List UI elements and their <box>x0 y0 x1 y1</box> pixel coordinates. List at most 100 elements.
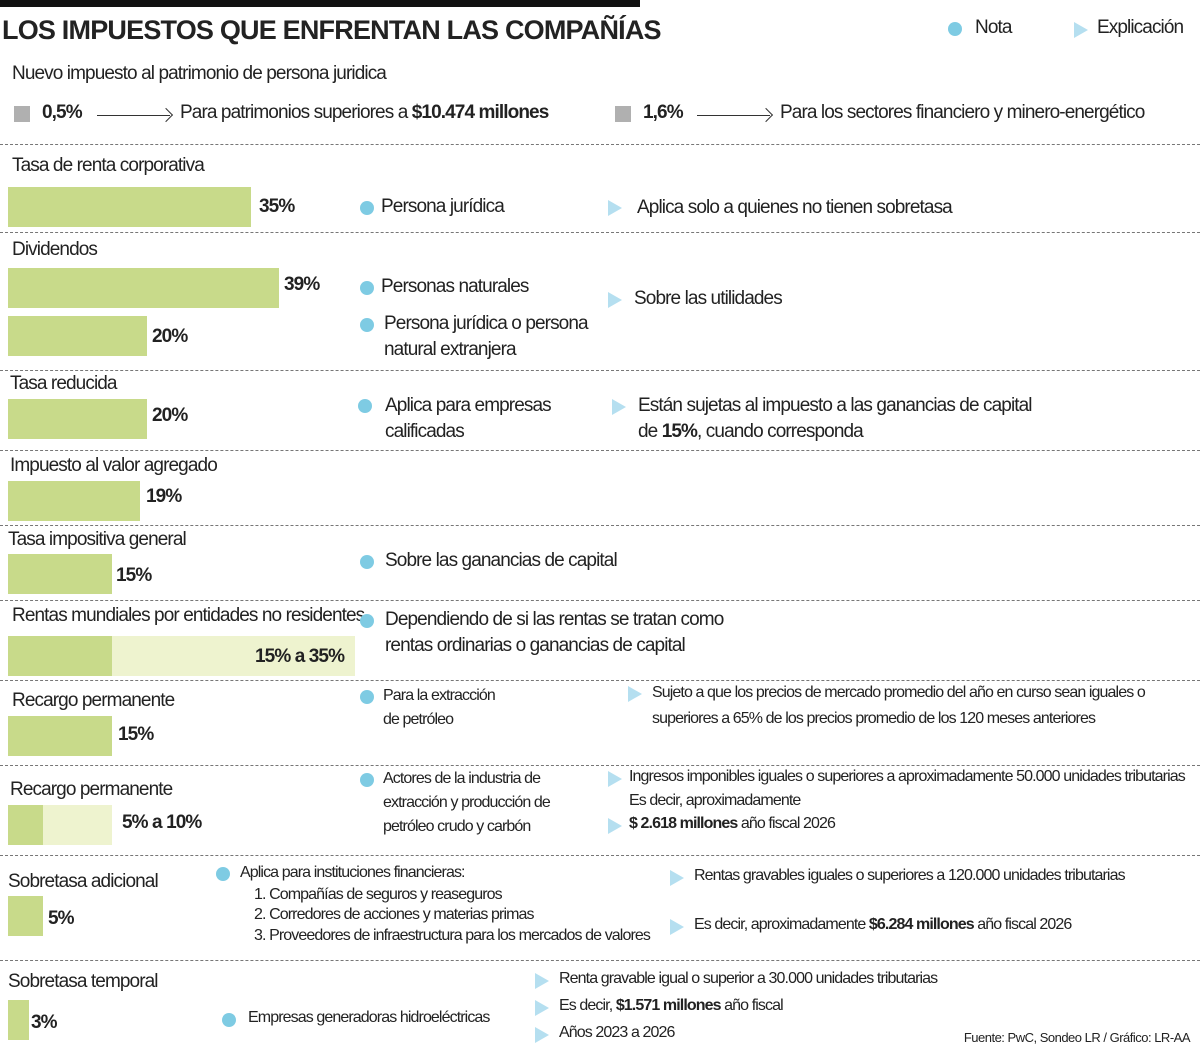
explanation-icon <box>535 1027 549 1043</box>
note: petróleo crudo y carbón <box>383 818 531 835</box>
explanation: Sujeto a que los precios de mercado prom… <box>652 684 1146 701</box>
note: Persona jurídica o persona <box>384 313 589 334</box>
explanation-icon <box>670 919 684 935</box>
row-label: Recargo permanente <box>12 690 175 711</box>
note: rentas ordinarias o ganancias de capital <box>385 635 686 656</box>
square-icon <box>14 106 30 122</box>
note: Sobre las ganancias de capital <box>385 550 618 571</box>
bar-value: 20% <box>152 405 188 426</box>
arrow-icon <box>97 115 170 116</box>
explanation: $ 2.618 millones año fiscal 2026 <box>629 815 836 832</box>
explanation-icon <box>608 292 622 308</box>
note: Aplica para empresas <box>385 395 552 416</box>
bar-value: 19% <box>146 486 182 507</box>
explanation: Es decir, aproximadamente <box>629 792 801 809</box>
note: natural extranjera <box>384 339 517 360</box>
wealth-rate: 0,5% <box>42 102 83 123</box>
row-label: Tasa impositiva general <box>8 529 187 550</box>
explanation-icon <box>628 686 642 702</box>
note: Empresas generadoras hidroeléctricas <box>248 1009 490 1026</box>
note-icon <box>360 773 374 787</box>
title: LOS IMPUESTOS QUE ENFRENTAN LAS COMPAÑÍA… <box>2 15 662 45</box>
explanation: superiores a 65% de los precios promedio… <box>652 710 1096 727</box>
note-legend-icon <box>948 22 962 36</box>
wealth-text: Para los sectores financiero y minero-en… <box>780 102 1145 123</box>
legend-note: Nota <box>975 17 1012 38</box>
note: Personas naturales <box>381 276 529 297</box>
explanation: Renta gravable igual o superior a 30.000… <box>559 970 938 987</box>
bar-value: 15% <box>118 724 154 745</box>
bar <box>8 716 113 756</box>
explanation-icon <box>535 973 549 989</box>
row-label: Recargo permanente <box>10 779 173 800</box>
note-icon <box>222 1013 236 1027</box>
row-label: Sobretasa adicional <box>8 871 159 892</box>
note-icon <box>358 399 372 413</box>
note: Dependiendo de si las rentas se tratan c… <box>385 609 724 630</box>
note: extracción y producción de <box>383 794 551 811</box>
row-label: Tasa de renta corporativa <box>12 155 205 176</box>
explanation: de 15%, cuando corresponda <box>638 421 864 442</box>
bar-value: 15% a 35% <box>255 646 345 667</box>
wealth-rate: 1,6% <box>643 102 684 123</box>
arrow-icon <box>697 115 770 116</box>
square-icon <box>615 106 631 122</box>
bar-value: 39% <box>284 274 320 295</box>
note: 2. Corredores de acciones y materias pri… <box>254 906 535 923</box>
explanation: Sobre las utilidades <box>634 288 783 309</box>
note-icon <box>216 867 230 881</box>
explanation: Es decir, aproximadamente $6.284 millone… <box>694 916 1072 933</box>
bar <box>8 268 280 308</box>
explanation: Ingresos imponibles iguales o superiores… <box>629 768 1186 785</box>
note: 3. Proveedores de infraestructura para l… <box>254 927 651 944</box>
explanation: Años 2023 a 2026 <box>559 1024 675 1041</box>
explanation-icon <box>608 200 622 216</box>
note: Para la extracción <box>383 687 496 704</box>
note-icon <box>360 614 374 628</box>
note-icon <box>360 555 374 569</box>
bar-value: 3% <box>31 1012 58 1033</box>
explanation: Están sujetas al impuesto a las ganancia… <box>638 395 1033 416</box>
bar <box>8 316 147 356</box>
bar <box>8 896 43 936</box>
note-icon <box>360 318 374 332</box>
source: Fuente: PwC, Sondeo LR / Gráfico: LR-AA <box>963 1030 1191 1045</box>
bar <box>8 805 43 845</box>
explanation-icon <box>612 399 626 415</box>
bar-value: 35% <box>259 196 295 217</box>
bar <box>8 636 113 676</box>
bar-value: 20% <box>152 326 188 347</box>
note: Aplica para instituciones financieras: <box>240 864 466 881</box>
bar <box>8 187 252 227</box>
row-label: Impuesto al valor agregado <box>10 455 218 476</box>
note: calificadas <box>385 421 465 442</box>
note: 1. Compañías de seguros y reaseguros <box>254 886 503 903</box>
row-label: Dividendos <box>12 239 98 260</box>
note-icon <box>360 281 374 295</box>
explanation-icon <box>608 818 622 834</box>
explanation: Rentas gravables iguales o superiores a … <box>694 867 1126 884</box>
note: de petróleo <box>383 711 454 728</box>
note: Persona jurídica <box>381 196 505 217</box>
bar <box>8 481 141 521</box>
note-icon <box>360 690 374 704</box>
top-rule <box>0 0 640 7</box>
note-icon <box>360 201 374 215</box>
explanation: Es decir, $1.571 millones año fiscal <box>559 997 784 1014</box>
note: Actores de la industria de <box>383 770 541 787</box>
explanation: Aplica solo a quienes no tienen sobretas… <box>637 197 953 218</box>
wealth-tax-heading: Nuevo impuesto al patrimonio de persona … <box>12 63 387 84</box>
explanation-icon <box>670 870 684 886</box>
legend-explanation: Explicación <box>1097 17 1184 38</box>
bar-value: 15% <box>116 565 152 586</box>
explanation-icon <box>608 771 622 787</box>
row-label: Sobretasa temporal <box>8 971 159 992</box>
bar <box>8 399 147 439</box>
wealth-text: Para patrimonios superiores a $10.474 mi… <box>180 102 549 123</box>
explanation-icon <box>535 1000 549 1016</box>
row-label: Rentas mundiales por entidades no reside… <box>12 605 365 626</box>
bar-value: 5% a 10% <box>122 812 202 833</box>
bar <box>8 1000 29 1040</box>
bar-value: 5% <box>48 908 75 929</box>
